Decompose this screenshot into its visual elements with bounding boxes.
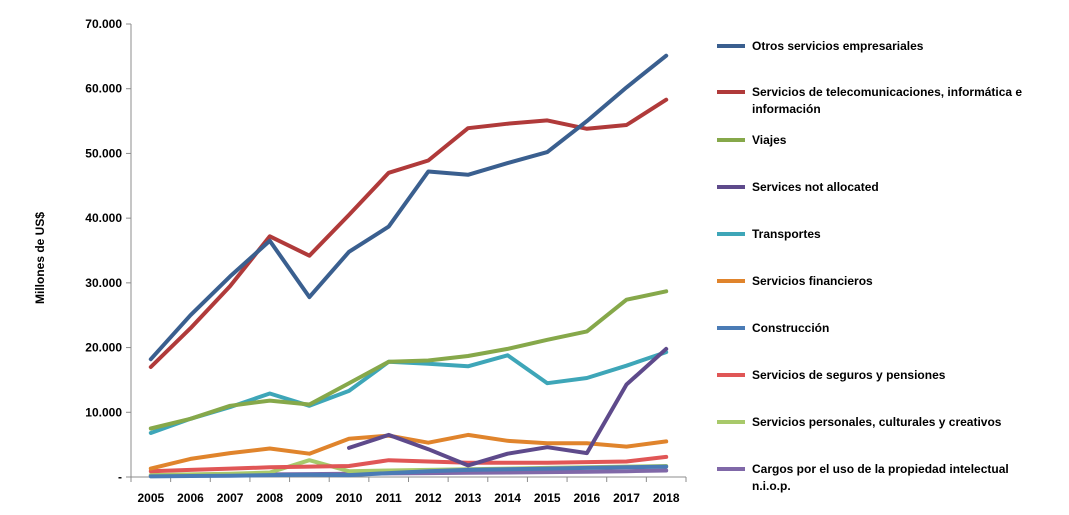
legend: Otros servicios empresariales Servicios d…: [717, 39, 1022, 493]
y-tick-label: 70.000: [85, 17, 122, 31]
x-tick-label: 2008: [256, 491, 283, 505]
x-tick-label: 2007: [217, 491, 244, 505]
series-line: [148, 454, 669, 474]
legend-label: Servicios personales, culturales y creat…: [752, 415, 1002, 429]
y-tick-label: -: [118, 470, 122, 484]
series-line: [148, 97, 669, 369]
series-line: [148, 432, 669, 471]
legend-label: información: [752, 102, 821, 116]
series-line: [347, 346, 669, 468]
legend-label: Servicios de telecomunicaciones, informá…: [752, 85, 1022, 99]
x-tick-label: 2006: [177, 491, 204, 505]
series-line: [148, 53, 669, 362]
legend-label: Services not allocated: [752, 180, 879, 194]
x-tick-label: 2013: [455, 491, 482, 505]
legend-label: n.i.o.p.: [752, 479, 791, 493]
axes: - 10.000 20.000 30.000 40.000 50.000 60.000 70.…: [85, 17, 687, 505]
legend-label: Servicios de seguros y pensiones: [752, 368, 946, 382]
legend-label: Construcción: [752, 321, 829, 335]
legend-label: Otros servicios empresariales: [752, 39, 924, 53]
x-tick-label: 2011: [376, 491, 402, 505]
series-line: [148, 289, 669, 431]
legend-label: Cargos por el uso de la propiedad intele…: [752, 462, 1009, 476]
y-tick-label: 60.000: [85, 82, 122, 96]
x-tick-label: 2018: [653, 491, 680, 505]
x-tick-label: 2016: [574, 491, 601, 505]
legend-label: Viajes: [752, 133, 787, 147]
y-axis-title: Millones de US$: [33, 212, 47, 304]
series-line: [148, 350, 669, 435]
x-tick-label: 2005: [137, 491, 164, 505]
series-line: [148, 464, 669, 479]
y-tick-label: 10.000: [85, 405, 122, 419]
legend-label: Transportes: [752, 227, 821, 241]
x-tick-label: 2015: [534, 491, 561, 505]
legend-label: Servicios financieros: [752, 274, 873, 288]
x-tick-label: 2012: [415, 491, 442, 505]
series-lines: [148, 53, 669, 479]
y-tick-label: 50.000: [85, 146, 122, 160]
x-tick-label: 2014: [494, 491, 521, 505]
y-tick-label: 20.000: [85, 341, 122, 355]
x-tick-label: 2010: [336, 491, 363, 505]
y-tick-label: 40.000: [85, 211, 122, 225]
x-tick-label: 2017: [613, 491, 640, 505]
y-tick-label: 30.000: [85, 276, 122, 290]
x-tick-label: 2009: [296, 491, 323, 505]
